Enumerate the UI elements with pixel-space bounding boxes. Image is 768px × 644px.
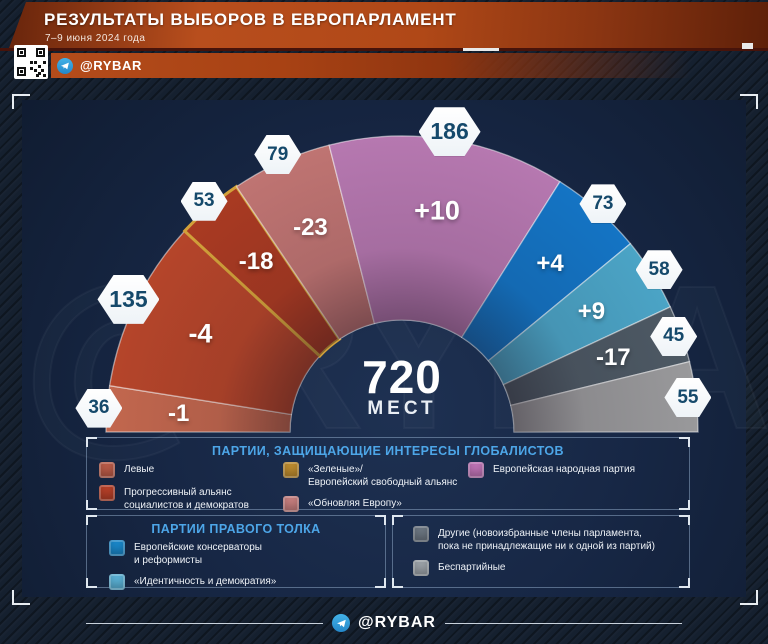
telegram-icon xyxy=(332,614,351,632)
telegram-icon xyxy=(57,57,73,74)
legend-item: Европейские консерваторы и реформисты xyxy=(109,540,276,567)
qr-position-marker xyxy=(17,48,26,57)
header-banner: РЕЗУЛЬТАТЫ ВЫБОРОВ В ЕВРОПАРЛАМЕНТ 7–9 и… xyxy=(9,2,768,48)
legend-label: Беспартийные xyxy=(438,562,506,573)
seats-badge-2: 135 xyxy=(97,274,160,324)
legend-box-corner xyxy=(86,437,97,447)
legend-swatch xyxy=(283,462,299,478)
legend-label: «Зеленые»/ Европейский свободный альянс xyxy=(308,464,458,488)
header-divider xyxy=(0,48,768,51)
legend-globalists-title: ПАРТИИ, ЗАЩИЩАЮЩИЕ ИНТЕРЕСЫ ГЛОБАЛИСТОВ xyxy=(211,444,564,458)
qr-dots xyxy=(30,61,33,64)
change-label-7: +9 xyxy=(577,298,606,326)
legend-column: «Зеленые»/ Европейский свободный альянс «… xyxy=(283,462,457,519)
legend-label: Европейские консерваторы и реформисты xyxy=(134,542,262,566)
change-label-2: -4 xyxy=(188,318,213,349)
legend-others-items: Другие (новоизбранные члены парламента, … xyxy=(413,526,655,583)
footer-channel-handle: @RYBAR xyxy=(358,614,436,631)
chart-panel: @RYBAR Левые: 36Прогрессивный альянс соц… xyxy=(21,100,768,597)
seats-badge-1: 36 xyxy=(75,388,123,428)
legend-swatch xyxy=(413,526,429,542)
page-title: РЕЗУЛЬТАТЫ ВЫБОРОВ В ЕВРОПАРЛАМЕНТ xyxy=(44,10,457,29)
legend-box-corner xyxy=(86,578,97,588)
legend-swatch xyxy=(109,540,125,556)
legend-box-corner xyxy=(679,437,690,447)
panel-bracket-top-left xyxy=(12,94,30,109)
legend-item: Беспартийные xyxy=(413,560,655,576)
panel-bracket-bottom-right xyxy=(740,590,758,605)
legend-swatch xyxy=(99,462,115,478)
qr-position-marker xyxy=(36,48,45,57)
channel-handle: @RYBAR xyxy=(80,58,143,73)
legend-item: Прогрессивный альянс социалистов и демок… xyxy=(99,485,249,512)
footer-line-left xyxy=(86,622,324,624)
legend-item: «Обновляя Европу» xyxy=(283,496,457,512)
legend-box-corner xyxy=(86,500,97,510)
page-subtitle: 7–9 июня 2024 года xyxy=(45,33,146,44)
legend-box-corner xyxy=(679,578,690,588)
legend-box-corner xyxy=(375,578,386,588)
legend-rightwing-title: ПАРТИИ ПРАВОГО ТОЛКА xyxy=(151,522,321,536)
legend-box-corner xyxy=(392,515,403,525)
legend-box-corner xyxy=(86,515,97,525)
legend-rightwing-items: Европейские консерваторы и реформисты «Ид… xyxy=(109,540,276,597)
legend-label: «Обновляя Европу» xyxy=(308,498,402,509)
seats-badge-4: 79 xyxy=(254,135,302,175)
legend-swatch xyxy=(99,485,115,501)
legend-label: Левые xyxy=(124,464,155,475)
qr-code xyxy=(14,45,48,79)
header-corner-tick xyxy=(742,43,753,49)
seats-badge-7: 58 xyxy=(635,250,683,290)
change-label-1: -1 xyxy=(168,400,190,428)
badge-layer: 36 -1 135 -4 53 -18 79 -23 186 +10 73 +4 58 +9 45 -17 55 xyxy=(22,100,746,597)
legend-swatch xyxy=(283,496,299,512)
change-label-5: +10 xyxy=(414,195,460,226)
legend-swatch xyxy=(413,560,429,576)
panel-bracket-bottom-left xyxy=(12,590,30,605)
legend-column: Левые Прогрессивный альянс социалистов и … xyxy=(99,462,249,519)
seats-badge-3: 53 xyxy=(180,181,228,221)
change-label-3: -18 xyxy=(238,247,274,275)
legend-item: «Зеленые»/ Европейский свободный альянс xyxy=(283,462,457,489)
legend-item: «Идентичность и демократия» xyxy=(109,574,276,590)
legend-label: «Идентичность и демократия» xyxy=(134,576,277,587)
legend-column: Европейская народная партия xyxy=(468,462,635,485)
legend-swatch xyxy=(468,462,484,478)
total-seats-label: МЕСТ xyxy=(367,398,437,419)
legend-label: Другие (новоизбранные члены парламента, … xyxy=(438,528,655,552)
qr-position-marker xyxy=(17,67,26,76)
legend-rightwing-box: ПАРТИИ ПРАВОГО ТОЛКА Европейские консерв… xyxy=(86,515,386,590)
seats-badge-6: 73 xyxy=(579,184,627,224)
legend-others-box: Другие (новоизбранные члены парламента, … xyxy=(392,515,690,588)
legend-box-corner xyxy=(679,515,690,525)
legend-label: Прогрессивный альянс социалистов и демок… xyxy=(124,487,249,511)
legend-item: Европейская народная партия xyxy=(468,462,635,478)
legend-box-corner xyxy=(375,515,386,525)
footer: @RYBAR xyxy=(0,610,768,636)
arc-inner-shading xyxy=(106,136,698,432)
change-label-8: -17 xyxy=(595,343,631,371)
parliament-arc-chart: Левые: 36Прогрессивный альянс социалисто… xyxy=(105,135,699,433)
change-label-6: +4 xyxy=(536,249,564,277)
panel-bracket-top-right xyxy=(740,94,758,109)
total-seats-value: 720 xyxy=(362,351,442,403)
legend-box-corner xyxy=(392,578,403,588)
seats-badge-9: 55 xyxy=(664,378,712,418)
seats-badge-8: 45 xyxy=(650,316,698,356)
change-label-4: -23 xyxy=(293,213,328,241)
legend-swatch xyxy=(109,574,125,590)
header-divider-tick xyxy=(463,48,499,51)
legend-item: Левые xyxy=(99,462,249,478)
footer-line-right xyxy=(444,622,682,624)
legend-box-corner xyxy=(679,500,690,510)
seats-badge-5: 186 xyxy=(418,107,481,157)
legend-item: Другие (новоизбранные члены парламента, … xyxy=(413,526,655,553)
legend-label: Европейская народная партия xyxy=(493,464,636,475)
legend-globalists-box: ПАРТИИ, ЗАЩИЩАЮЩИЕ ИНТЕРЕСЫ ГЛОБАЛИСТОВ … xyxy=(86,437,690,512)
channel-strip: @RYBAR xyxy=(51,53,711,78)
